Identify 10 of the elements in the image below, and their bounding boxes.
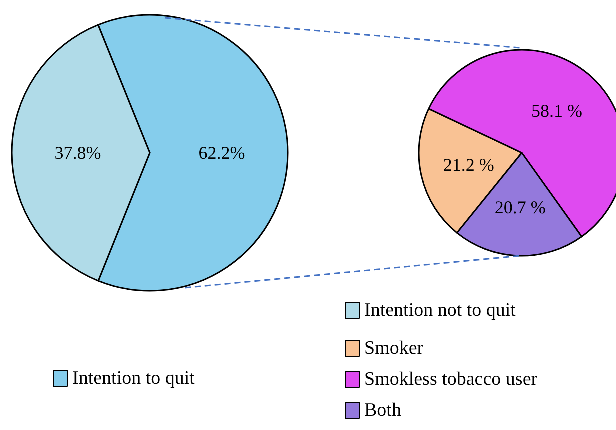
legend-label: Smoker xyxy=(364,338,424,359)
legend-label: Both xyxy=(364,400,402,421)
data-label: 58.1 % xyxy=(531,101,582,122)
legend-label: Smokless tobacco user xyxy=(364,369,538,390)
data-label: 20.7 % xyxy=(494,197,546,218)
data-label: 37.8% xyxy=(54,143,102,164)
legend-label: Intention to quit xyxy=(72,368,196,389)
data-label: 21.2 % xyxy=(443,155,494,176)
legend-label: Intention not to quit xyxy=(364,300,517,321)
data-label: 62.2% xyxy=(198,142,246,163)
